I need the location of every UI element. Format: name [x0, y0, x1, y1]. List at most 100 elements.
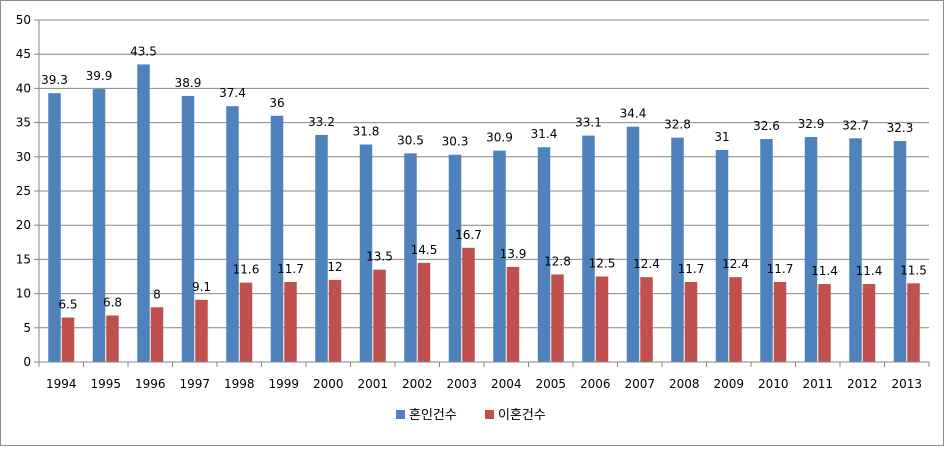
- x-tick-label: 2010: [758, 377, 789, 391]
- x-tick-label: 2002: [402, 377, 433, 391]
- x-tick-label: 2008: [669, 377, 700, 391]
- data-label: 30.5: [397, 133, 424, 147]
- data-label: 11.4: [856, 264, 883, 278]
- data-label: 30.9: [486, 131, 513, 145]
- bar-divorce: [640, 277, 653, 362]
- bar-divorce: [195, 299, 208, 362]
- bar-marriage: [270, 115, 284, 362]
- legend-label: 이혼건수: [498, 408, 546, 423]
- x-tick-label: 2009: [713, 377, 744, 391]
- data-label: 8: [153, 287, 161, 301]
- x-tick-label: 1997: [179, 377, 210, 391]
- x-tick-label: 2013: [891, 377, 922, 391]
- data-labels: 39.3 6.5 39.9 6.8 43.5 8 38.9 9.1 37.4 11.6 36 11.7…: [41, 44, 927, 311]
- x-tick-label: 1996: [135, 377, 166, 391]
- x-tick-label: 2005: [535, 377, 566, 391]
- data-label: 33.2: [308, 115, 335, 129]
- data-label: 11.6: [233, 263, 260, 277]
- data-label: 32.9: [798, 117, 825, 131]
- data-label: 12.5: [589, 257, 616, 271]
- x-axis-ticks: 1994 1995 1996 1997 1998 1999 2000 2001 2002 2003…: [38, 362, 930, 391]
- x-tick-label: 2004: [491, 377, 522, 391]
- x-tick-label: 2003: [446, 377, 477, 391]
- data-label: 14.5: [411, 243, 438, 257]
- y-tick-label: 45: [16, 47, 31, 61]
- x-tick-label: 1995: [90, 377, 121, 391]
- bar-divorce: [417, 262, 431, 362]
- gridlines: [39, 19, 929, 329]
- bar-divorce: [328, 279, 342, 362]
- bar-divorce: [61, 317, 75, 362]
- bar-marriage: [315, 134, 328, 362]
- data-label: 43.5: [130, 44, 157, 58]
- data-label: 37.4: [219, 86, 246, 100]
- data-label: 11.4: [811, 264, 838, 278]
- bar-divorce: [729, 277, 742, 362]
- x-tick-label: 2001: [357, 377, 388, 391]
- data-label: 36: [269, 96, 284, 110]
- data-label: 11.7: [767, 262, 794, 276]
- x-tick-label: 1998: [224, 377, 255, 391]
- data-label: 9.1: [192, 280, 211, 294]
- bars: [48, 64, 920, 363]
- bar-divorce: [239, 282, 253, 362]
- data-label: 13.5: [366, 250, 393, 264]
- bar-marriage: [893, 141, 907, 362]
- bar-marriage: [493, 150, 506, 362]
- data-label: 12.8: [544, 254, 571, 268]
- bar-divorce: [462, 247, 475, 362]
- bar-marriage: [804, 136, 818, 362]
- y-tick-label: 0: [23, 355, 31, 369]
- bar-marriage: [448, 154, 462, 362]
- y-tick-label: 5: [23, 321, 31, 335]
- legend-swatch-marriage: [396, 410, 405, 419]
- y-tick-label: 25: [16, 184, 31, 198]
- x-tick-label: 1994: [46, 377, 77, 391]
- y-tick-label: 20: [16, 218, 31, 232]
- bar-divorce: [551, 274, 564, 362]
- bar-marriage: [92, 89, 106, 363]
- data-label: 11.7: [277, 262, 304, 276]
- bar-marriage: [671, 137, 684, 362]
- bar-divorce: [284, 281, 297, 362]
- bar-divorce: [373, 269, 386, 362]
- y-tick-label: 10: [16, 287, 31, 301]
- data-label: 12.4: [722, 257, 749, 271]
- bar-marriage: [226, 106, 239, 363]
- bar-marriage: [582, 135, 595, 362]
- legend: 혼인건수 이혼건수: [396, 408, 546, 423]
- y-axis-ticks: 0 5 10 15 20 25 30 35 40 45 50: [16, 13, 39, 369]
- data-label: 33.1: [575, 116, 602, 130]
- data-label: 39.9: [86, 69, 113, 83]
- data-label: 32.8: [664, 118, 691, 132]
- bar-marriage: [359, 144, 373, 362]
- legend-swatch-divorce: [485, 410, 494, 419]
- y-tick-label: 30: [16, 150, 31, 164]
- data-label: 12: [327, 260, 342, 274]
- bar-divorce: [595, 276, 609, 362]
- data-label: 11.5: [900, 263, 927, 277]
- x-tick-label: 2006: [580, 377, 611, 391]
- bar-marriage: [626, 126, 640, 362]
- bar-divorce: [506, 266, 520, 362]
- data-label: 31.8: [353, 124, 380, 138]
- data-label: 34.4: [620, 107, 647, 121]
- y-tick-label: 40: [16, 81, 31, 95]
- bar-divorce: [862, 284, 876, 362]
- bar-marriage: [715, 149, 729, 362]
- bar-marriage: [537, 147, 551, 362]
- bar-divorce: [150, 307, 164, 362]
- bar-divorce: [773, 281, 787, 362]
- x-tick-label: 2012: [847, 377, 878, 391]
- bar-marriage: [760, 139, 773, 362]
- bar-marriage: [404, 153, 417, 362]
- data-label: 38.9: [175, 76, 202, 90]
- bar-marriage: [181, 95, 195, 362]
- bar-marriage: [137, 64, 150, 363]
- data-label: 6.8: [103, 295, 122, 309]
- x-tick-label: 2011: [802, 377, 833, 391]
- axes: [38, 20, 929, 363]
- data-label: 31.4: [531, 127, 558, 141]
- bar-divorce: [818, 284, 831, 362]
